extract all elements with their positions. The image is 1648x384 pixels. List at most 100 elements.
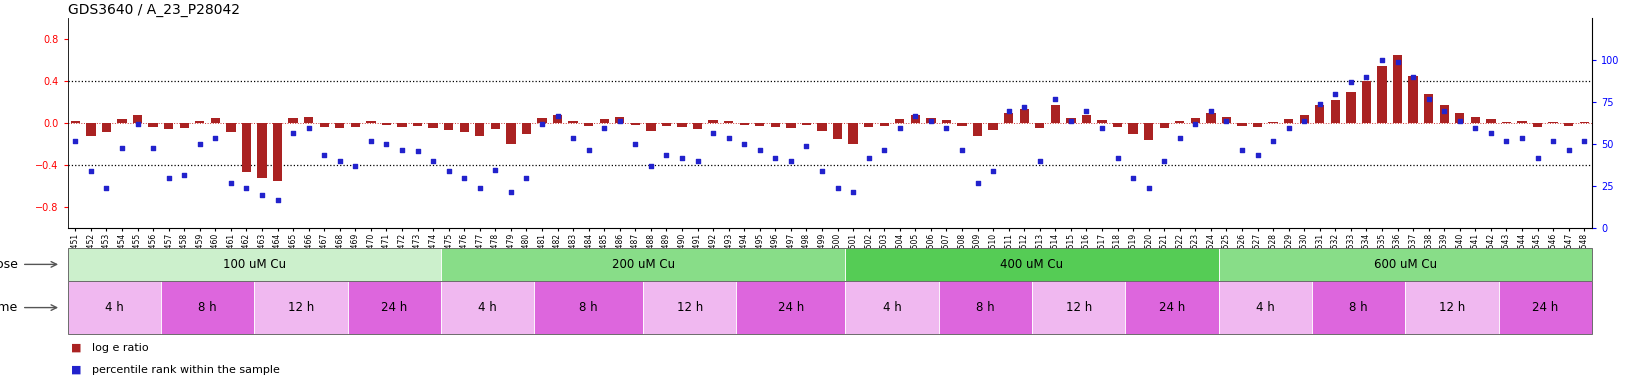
Point	[358, 138, 384, 144]
Bar	[414, 124, 422, 126]
Bar	[1346, 92, 1356, 124]
Point	[1384, 59, 1411, 65]
Text: time: time	[0, 301, 18, 314]
Point	[855, 155, 882, 161]
Point	[1027, 158, 1053, 164]
Text: 4 h: 4 h	[883, 301, 901, 314]
Bar	[335, 124, 344, 127]
Text: ■: ■	[71, 365, 81, 375]
Bar	[257, 124, 267, 178]
Point	[715, 135, 742, 141]
Point	[249, 192, 275, 198]
Bar	[86, 124, 96, 136]
Text: 8 h: 8 h	[580, 301, 598, 314]
Point	[1478, 130, 1505, 136]
Bar	[1409, 76, 1417, 124]
Point	[606, 118, 633, 124]
Bar	[1112, 124, 1122, 127]
Bar	[1035, 124, 1045, 127]
Point	[218, 180, 244, 186]
Point	[933, 124, 959, 131]
Point	[1290, 118, 1317, 124]
Bar	[1470, 117, 1480, 124]
Bar	[989, 124, 997, 130]
Bar	[194, 121, 204, 124]
Point	[669, 155, 695, 161]
Point	[761, 155, 788, 161]
Bar	[1330, 100, 1340, 124]
Point	[1462, 124, 1488, 131]
Text: 12 h: 12 h	[1439, 301, 1465, 314]
Text: 24 h: 24 h	[381, 301, 407, 314]
Bar	[926, 118, 936, 124]
Bar	[646, 124, 656, 131]
Bar	[506, 124, 516, 144]
Bar	[1533, 124, 1543, 127]
Text: 12 h: 12 h	[288, 301, 315, 314]
Bar	[755, 124, 765, 126]
Point	[1150, 158, 1177, 164]
Bar	[1424, 94, 1434, 124]
Text: GDS3640 / A_23_P28042: GDS3640 / A_23_P28042	[68, 3, 239, 17]
Point	[498, 189, 524, 195]
Point	[452, 175, 478, 181]
Point	[1447, 118, 1473, 124]
Point	[77, 168, 104, 174]
Bar	[1144, 124, 1154, 140]
Point	[623, 141, 649, 147]
Text: 4 h: 4 h	[105, 301, 124, 314]
Bar	[723, 121, 733, 124]
Bar	[1393, 55, 1402, 124]
Point	[326, 158, 353, 164]
Bar	[1221, 117, 1231, 124]
Point	[109, 145, 135, 151]
Bar	[180, 124, 190, 127]
Point	[778, 158, 804, 164]
Bar	[972, 124, 982, 136]
Point	[483, 167, 509, 173]
Point	[1058, 118, 1084, 124]
Point	[1135, 185, 1162, 191]
Point	[1073, 108, 1099, 114]
Text: 12 h: 12 h	[1066, 301, 1091, 314]
Point	[1571, 138, 1597, 144]
Text: 8 h: 8 h	[1350, 301, 1368, 314]
Bar	[709, 120, 719, 124]
Text: 600 uM Cu: 600 uM Cu	[1374, 258, 1437, 271]
Point	[466, 185, 493, 191]
Bar	[320, 124, 330, 127]
Bar	[102, 124, 110, 132]
Point	[1322, 91, 1348, 97]
Bar	[600, 119, 608, 124]
Point	[311, 151, 338, 157]
Point	[1104, 155, 1131, 161]
Point	[1493, 138, 1519, 144]
Point	[1244, 151, 1271, 157]
Point	[981, 168, 1007, 174]
Bar	[692, 124, 702, 129]
Bar	[1269, 122, 1277, 124]
Bar	[1175, 121, 1185, 124]
Point	[1121, 175, 1147, 181]
Point	[793, 143, 819, 149]
Point	[1167, 135, 1193, 141]
Text: 8 h: 8 h	[198, 301, 218, 314]
Point	[1539, 138, 1566, 144]
Point	[1399, 74, 1426, 80]
Bar	[148, 124, 158, 127]
Bar	[1129, 124, 1137, 134]
Bar	[1004, 113, 1014, 124]
Bar	[895, 119, 905, 124]
Bar	[397, 124, 407, 127]
Point	[280, 130, 307, 136]
Bar	[460, 124, 470, 132]
Bar	[1549, 122, 1557, 124]
Bar	[1081, 115, 1091, 124]
Bar	[351, 124, 359, 127]
Text: dose: dose	[0, 258, 18, 271]
Bar	[242, 124, 250, 172]
Bar	[274, 124, 282, 181]
Point	[1182, 121, 1208, 127]
Text: log e ratio: log e ratio	[92, 343, 148, 353]
Point	[1430, 108, 1457, 114]
